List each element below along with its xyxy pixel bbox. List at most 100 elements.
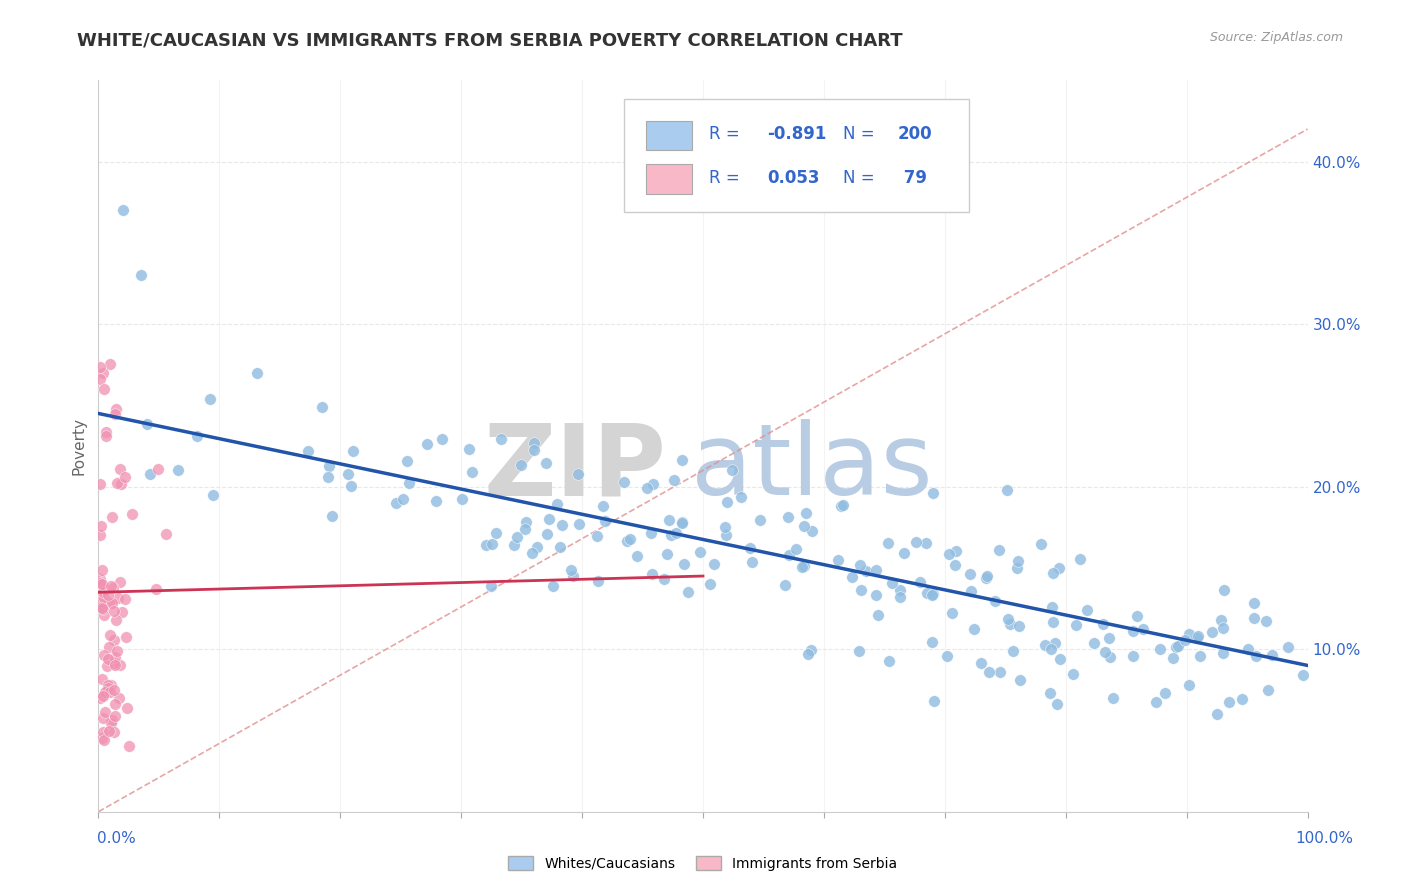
Point bbox=[1008, 673, 1031, 687]
Point bbox=[1007, 561, 1029, 575]
Point bbox=[1007, 554, 1029, 568]
Point bbox=[98, 723, 121, 738]
Point bbox=[561, 568, 583, 582]
Text: atlas: atlas bbox=[690, 419, 932, 516]
Point bbox=[904, 535, 927, 549]
Point bbox=[103, 581, 125, 595]
Point bbox=[970, 656, 993, 670]
Point bbox=[105, 643, 128, 657]
Point bbox=[103, 633, 125, 648]
Text: Source: ZipAtlas.com: Source: ZipAtlas.com bbox=[1209, 31, 1343, 45]
Point bbox=[641, 477, 664, 491]
Point bbox=[716, 494, 738, 508]
Point bbox=[246, 366, 269, 380]
Point bbox=[526, 540, 548, 554]
Point bbox=[640, 525, 662, 540]
Point bbox=[1244, 649, 1267, 664]
Text: ZIP: ZIP bbox=[484, 419, 666, 516]
Point bbox=[943, 558, 966, 572]
Point bbox=[1047, 560, 1070, 574]
Point bbox=[115, 630, 138, 644]
Point bbox=[198, 392, 221, 406]
Point bbox=[741, 555, 763, 569]
Point bbox=[703, 557, 725, 571]
Point bbox=[114, 470, 136, 484]
Point bbox=[1256, 614, 1278, 628]
Point bbox=[104, 401, 127, 416]
Point bbox=[100, 714, 122, 728]
Text: N =: N = bbox=[844, 169, 880, 186]
Point bbox=[339, 478, 361, 492]
Point bbox=[889, 583, 911, 598]
Point bbox=[1040, 599, 1063, 614]
Point bbox=[425, 494, 447, 508]
Point bbox=[977, 665, 1000, 679]
Point bbox=[619, 532, 641, 546]
Point bbox=[778, 549, 800, 563]
Point bbox=[311, 400, 333, 414]
Point bbox=[976, 569, 998, 583]
Point bbox=[1043, 635, 1066, 649]
Point bbox=[1243, 596, 1265, 610]
Point bbox=[1002, 644, 1025, 658]
Point bbox=[93, 591, 115, 606]
Point bbox=[94, 685, 117, 699]
Point bbox=[935, 649, 957, 664]
Point bbox=[730, 490, 752, 504]
Point bbox=[720, 463, 742, 477]
Point bbox=[101, 596, 124, 610]
Point bbox=[866, 608, 889, 623]
Y-axis label: Poverty: Poverty bbox=[72, 417, 87, 475]
Point bbox=[100, 678, 122, 692]
Point bbox=[395, 453, 418, 467]
Point bbox=[491, 433, 513, 447]
Point bbox=[515, 515, 537, 529]
Point bbox=[662, 473, 685, 487]
Point bbox=[830, 500, 852, 514]
Point bbox=[889, 590, 911, 604]
Point bbox=[1243, 611, 1265, 625]
Point bbox=[91, 600, 114, 615]
Point bbox=[107, 690, 129, 705]
Point bbox=[481, 536, 503, 550]
Point bbox=[658, 513, 681, 527]
Point bbox=[671, 452, 693, 467]
Point bbox=[917, 586, 939, 600]
Point bbox=[89, 572, 111, 586]
Point bbox=[800, 643, 823, 657]
Point bbox=[793, 559, 815, 574]
Point bbox=[91, 725, 114, 739]
Point bbox=[523, 442, 546, 457]
Bar bbox=[647, 164, 692, 194]
Point bbox=[921, 587, 943, 601]
Point bbox=[89, 476, 111, 491]
Point bbox=[520, 545, 543, 559]
Point bbox=[114, 591, 136, 606]
Point bbox=[145, 582, 167, 596]
Point bbox=[793, 519, 815, 533]
Point bbox=[997, 612, 1019, 626]
Point bbox=[118, 739, 141, 753]
Point bbox=[1292, 668, 1315, 682]
Point bbox=[984, 593, 1007, 607]
Point bbox=[1098, 649, 1121, 664]
Text: 0.0%: 0.0% bbox=[97, 831, 136, 846]
Point bbox=[98, 628, 121, 642]
Point bbox=[1167, 639, 1189, 653]
Point bbox=[714, 528, 737, 542]
Text: WHITE/CAUCASIAN VS IMMIGRANTS FROM SERBIA POVERTY CORRELATION CHART: WHITE/CAUCASIAN VS IMMIGRANTS FROM SERBI… bbox=[77, 31, 903, 49]
Point bbox=[103, 656, 125, 670]
Point bbox=[831, 498, 853, 512]
Point bbox=[616, 533, 638, 548]
Point bbox=[636, 481, 658, 495]
Point bbox=[560, 562, 582, 576]
Point bbox=[849, 582, 872, 597]
Legend: Whites/Caucasians, Immigrants from Serbia: Whites/Caucasians, Immigrants from Serbi… bbox=[503, 850, 903, 876]
Point bbox=[1187, 629, 1209, 643]
Point bbox=[922, 694, 945, 708]
Point bbox=[671, 516, 693, 530]
Point bbox=[593, 514, 616, 528]
Point bbox=[91, 731, 114, 746]
Point bbox=[129, 268, 152, 283]
Point bbox=[107, 591, 129, 606]
